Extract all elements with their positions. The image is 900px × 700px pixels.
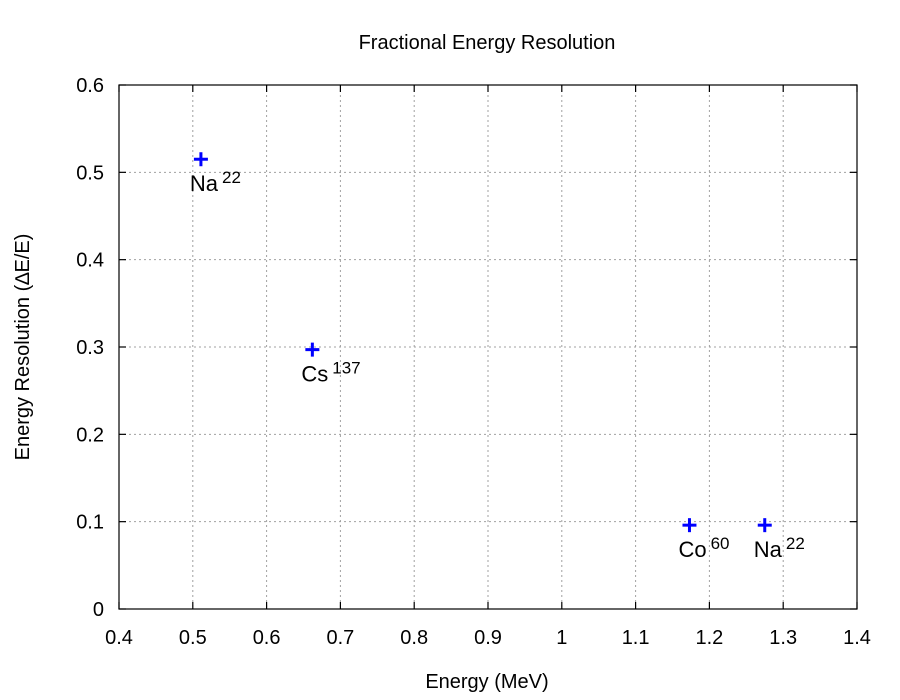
- point-label: Na 22: [190, 168, 241, 196]
- chart-title: Fractional Energy Resolution: [359, 32, 616, 54]
- x-tick-label: 0.8: [400, 627, 428, 649]
- x-tick-label: 0.7: [326, 627, 354, 649]
- x-tick-label: 1: [556, 627, 567, 649]
- y-tick-label: 0.4: [76, 250, 104, 272]
- point-label-superscript: 22: [222, 168, 241, 187]
- point-label: Co 60: [678, 534, 729, 562]
- x-tick-label: 1.1: [622, 627, 650, 649]
- x-tick-label: 0.6: [253, 627, 281, 649]
- y-tick-label: 0.3: [76, 337, 104, 359]
- y-tick-labels: 0 0.1 0.2 0.3 0.4 0.5 0.6: [76, 75, 104, 621]
- y-tick-label: 0.2: [76, 424, 104, 446]
- point-label-superscript: 22: [786, 534, 805, 553]
- y-tick-label: 0.6: [76, 75, 104, 97]
- x-tick-label: 0.9: [474, 627, 502, 649]
- y-tick-label: 0.5: [76, 162, 104, 184]
- axis-ticks: [118, 84, 858, 610]
- x-tick-label: 0.4: [105, 627, 133, 649]
- point-label-superscript: 60: [711, 534, 730, 553]
- grid-lines: [119, 85, 857, 609]
- x-tick-label: 0.5: [179, 627, 207, 649]
- y-tick-label: 0: [93, 599, 104, 621]
- data-points: Na 22 Cs 137 Co 60 Na 22: [190, 152, 805, 562]
- point-label: Na 22: [754, 534, 805, 562]
- point-label-superscript: 137: [332, 359, 360, 378]
- x-tick-labels: 0.4 0.5 0.6 0.7 0.8 0.9 1 1.1 1.2 1.3 1.4: [105, 627, 871, 649]
- data-point: Na 22: [754, 518, 805, 562]
- data-point: Co 60: [678, 518, 730, 562]
- x-tick-label: 1.2: [695, 627, 723, 649]
- data-point: Na 22: [190, 152, 241, 196]
- y-tick-label: 0.1: [76, 512, 104, 534]
- data-point: Cs 137: [301, 342, 361, 387]
- x-axis-label: Energy (MeV): [425, 671, 548, 693]
- point-label: Cs 137: [301, 359, 360, 387]
- x-tick-label: 1.4: [843, 627, 871, 649]
- x-tick-label: 1.3: [769, 627, 797, 649]
- y-axis-label: Energy Resolution (∆E/E): [12, 234, 34, 461]
